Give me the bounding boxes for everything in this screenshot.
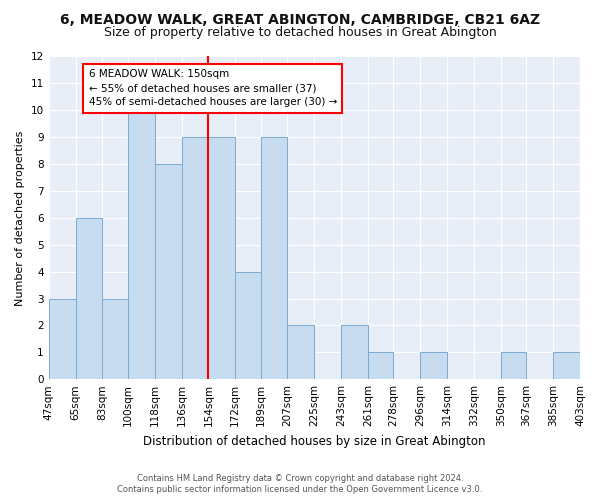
Bar bbox=[182, 137, 208, 379]
Bar bbox=[49, 298, 76, 379]
Bar bbox=[155, 164, 182, 379]
X-axis label: Distribution of detached houses by size in Great Abington: Distribution of detached houses by size … bbox=[143, 434, 485, 448]
Bar bbox=[76, 218, 103, 379]
Bar bbox=[128, 110, 155, 379]
Bar bbox=[260, 137, 287, 379]
Bar bbox=[208, 137, 235, 379]
Bar bbox=[341, 326, 368, 379]
Bar bbox=[553, 352, 580, 379]
Text: Contains HM Land Registry data © Crown copyright and database right 2024.
Contai: Contains HM Land Registry data © Crown c… bbox=[118, 474, 482, 494]
Y-axis label: Number of detached properties: Number of detached properties bbox=[15, 130, 25, 306]
Text: 6 MEADOW WALK: 150sqm
← 55% of detached houses are smaller (37)
45% of semi-deta: 6 MEADOW WALK: 150sqm ← 55% of detached … bbox=[89, 70, 337, 108]
Bar bbox=[421, 352, 447, 379]
Text: Size of property relative to detached houses in Great Abington: Size of property relative to detached ho… bbox=[104, 26, 496, 39]
Bar bbox=[368, 352, 394, 379]
Bar bbox=[103, 298, 128, 379]
Text: 6, MEADOW WALK, GREAT ABINGTON, CAMBRIDGE, CB21 6AZ: 6, MEADOW WALK, GREAT ABINGTON, CAMBRIDG… bbox=[60, 12, 540, 26]
Bar bbox=[287, 326, 314, 379]
Bar bbox=[235, 272, 260, 379]
Bar bbox=[501, 352, 526, 379]
